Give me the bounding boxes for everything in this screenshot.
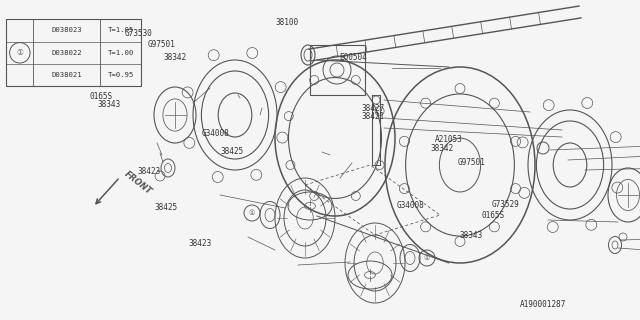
Text: G34008: G34008: [397, 201, 424, 210]
Text: 0165S: 0165S: [481, 212, 504, 220]
Text: G34008: G34008: [202, 129, 229, 138]
Text: T=1.00: T=1.00: [108, 50, 134, 56]
Text: ①: ①: [424, 255, 430, 261]
Text: ①: ①: [17, 48, 23, 57]
Text: T=0.95: T=0.95: [108, 72, 134, 78]
Text: G73530: G73530: [125, 29, 152, 38]
Text: G97501: G97501: [147, 40, 175, 49]
Text: 38425: 38425: [155, 203, 178, 212]
Text: 0165S: 0165S: [90, 92, 113, 100]
Text: 38421: 38421: [362, 112, 385, 121]
Text: A190001287: A190001287: [520, 300, 566, 309]
Text: D038021: D038021: [52, 72, 82, 78]
Text: 38423: 38423: [189, 239, 212, 248]
Text: 38427: 38427: [362, 104, 385, 113]
Text: T=1.05: T=1.05: [108, 28, 134, 33]
Text: 38342: 38342: [431, 144, 454, 153]
Text: 38343: 38343: [460, 231, 483, 240]
Text: D038022: D038022: [52, 50, 82, 56]
Text: 38342: 38342: [163, 53, 186, 62]
Text: E00504: E00504: [339, 53, 367, 62]
Text: 38343: 38343: [98, 100, 121, 109]
Text: FRONT: FRONT: [123, 169, 154, 196]
Text: G97501: G97501: [458, 158, 485, 167]
Bar: [6, 19, 141, 86]
Bar: [310, 45, 365, 95]
Text: 38425: 38425: [221, 147, 244, 156]
Text: 38423: 38423: [138, 167, 161, 176]
Text: A21053: A21053: [435, 135, 463, 144]
Text: G73529: G73529: [492, 200, 519, 209]
Text: D038023: D038023: [52, 28, 82, 33]
Text: 38100: 38100: [275, 18, 298, 27]
Text: ①: ①: [249, 210, 255, 216]
